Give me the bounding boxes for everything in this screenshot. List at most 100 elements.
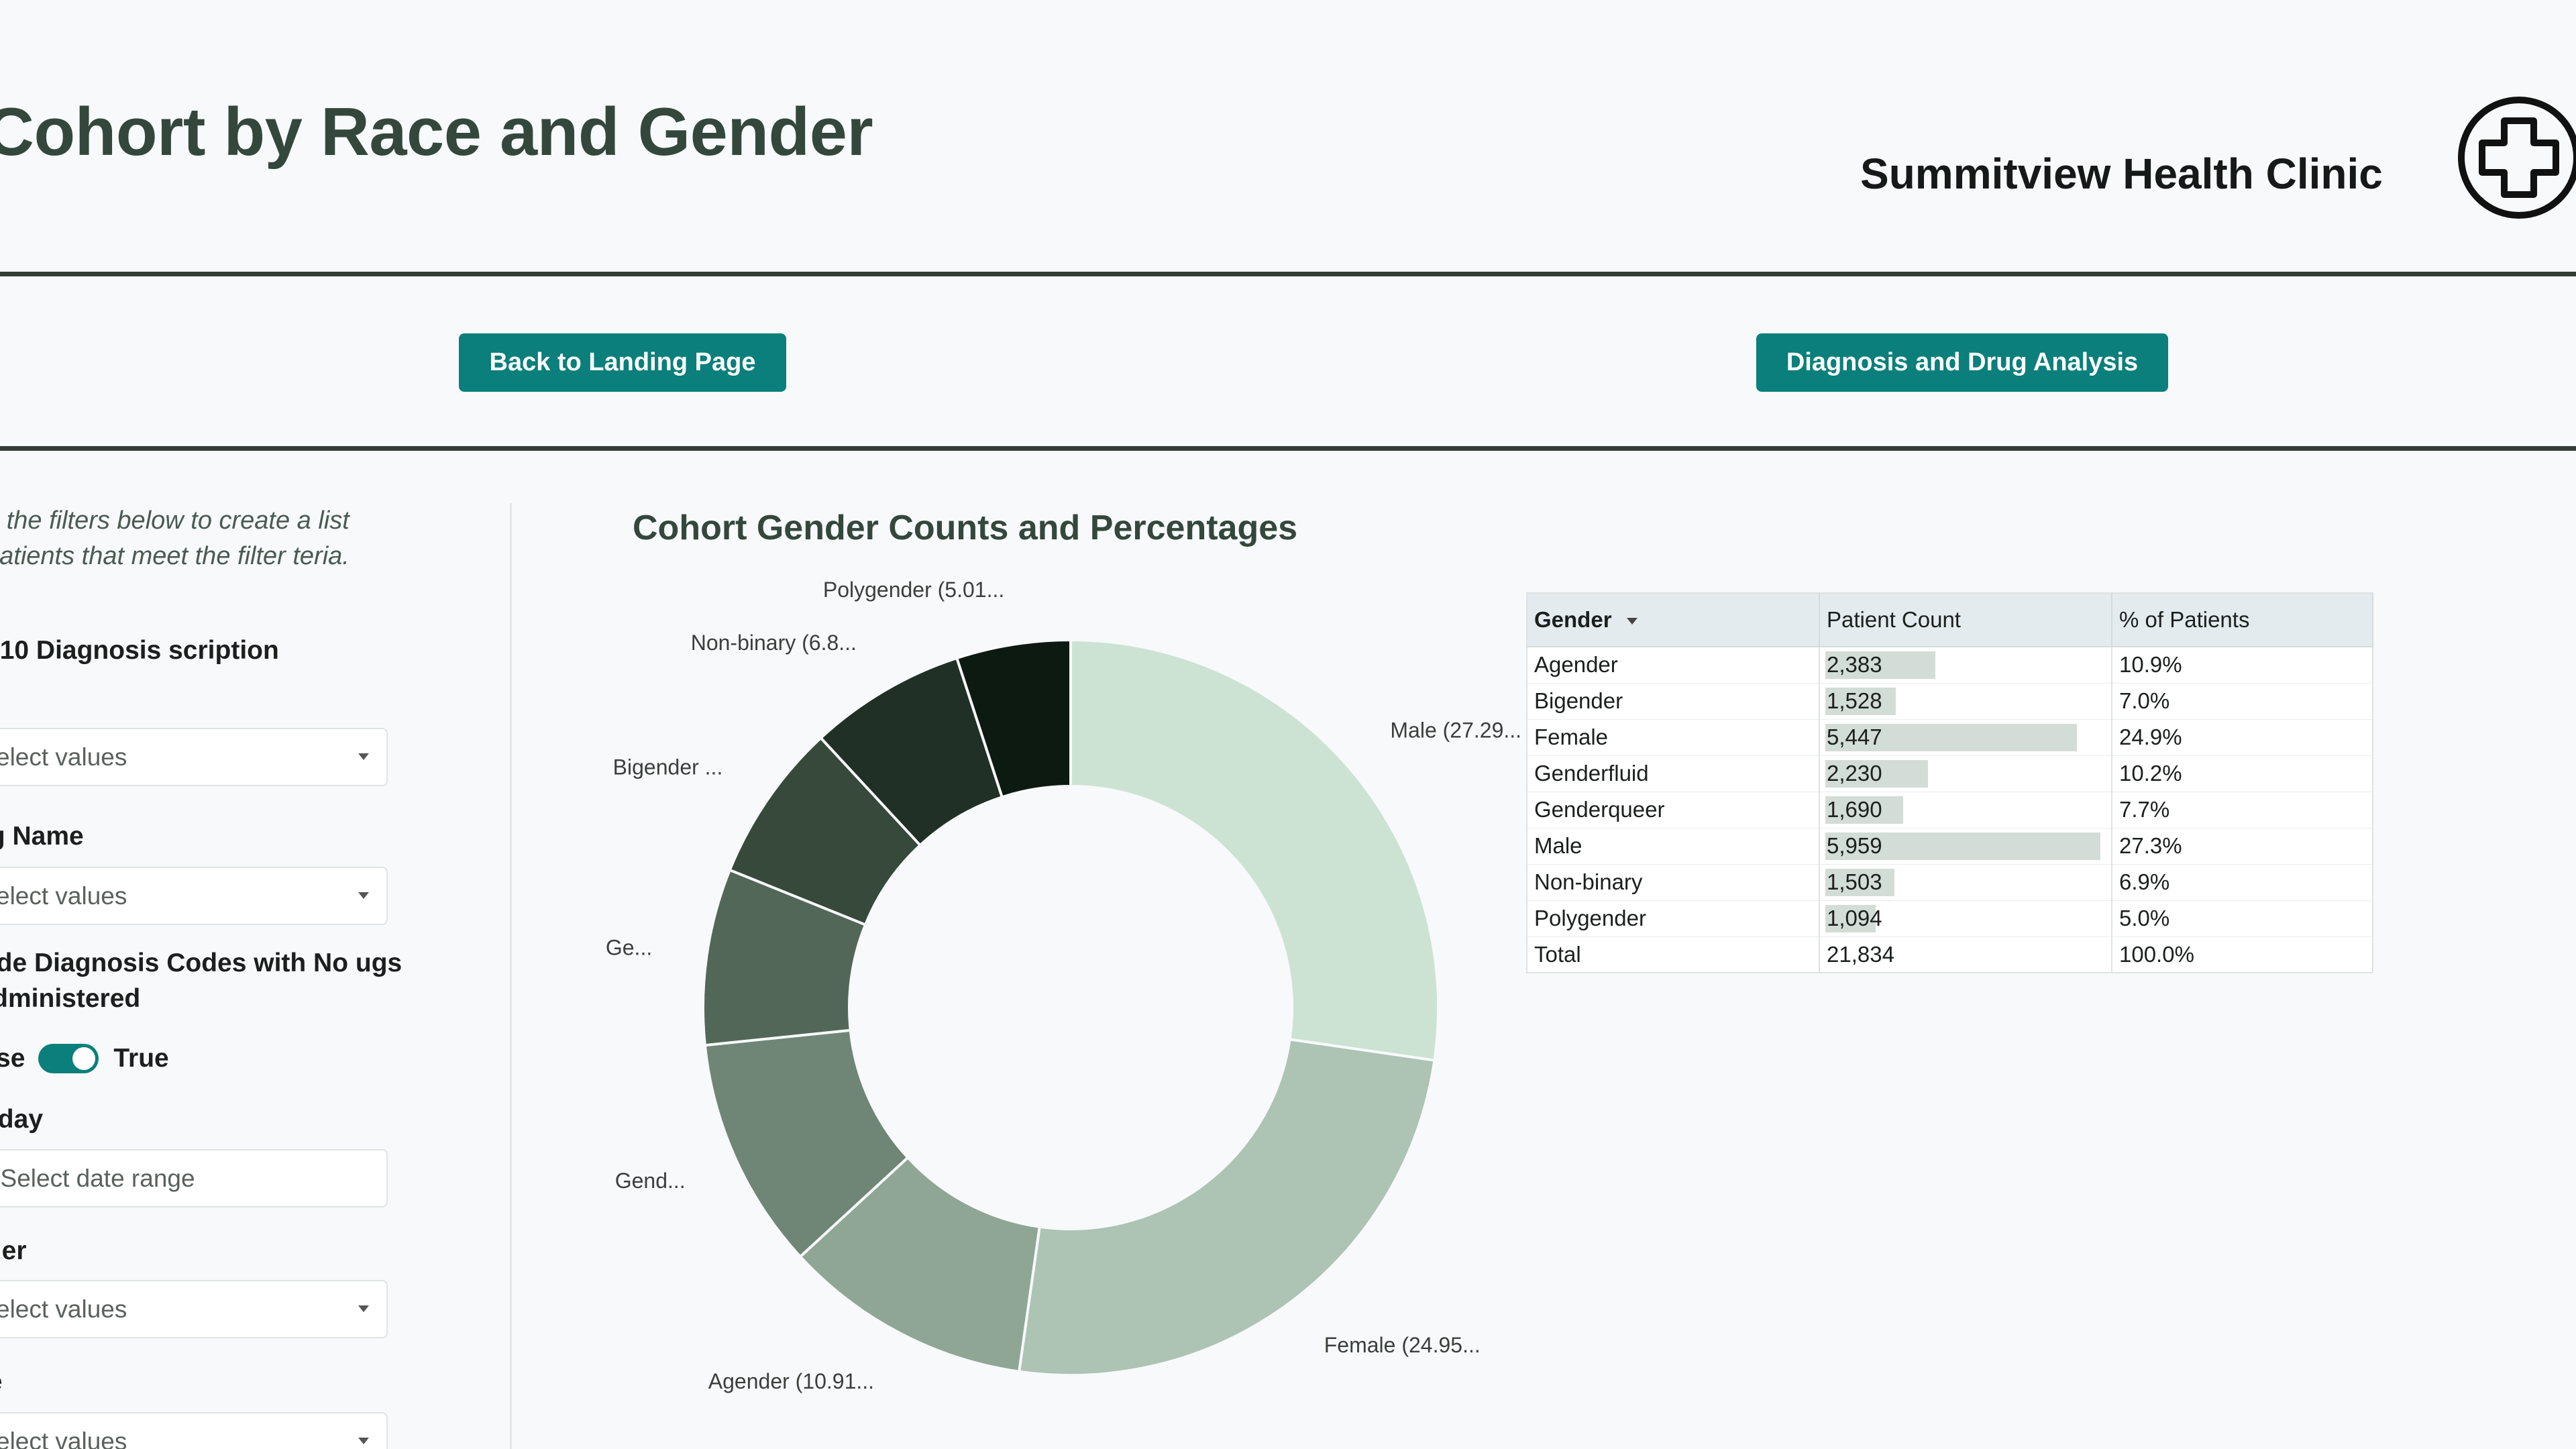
panel-divider xyxy=(510,503,512,1449)
patient-count-cell: 1,094 xyxy=(1819,900,2112,937)
icd-diagnosis-label: 010 Diagnosis scription xyxy=(0,636,279,665)
gender-cell: Agender xyxy=(1527,647,1820,684)
total-row: Total 21,834 100.0% xyxy=(1527,936,2373,973)
patient-count-cell: 1,690 xyxy=(1819,792,2112,828)
total-label-cell: Total xyxy=(1527,936,1820,973)
count-bar xyxy=(1825,651,1935,679)
count-value: 1,094 xyxy=(1827,906,1882,930)
nav-divider xyxy=(0,446,2576,451)
donut-slice[interactable] xyxy=(955,638,1072,799)
gender-cell: Polygender xyxy=(1527,900,1820,937)
back-to-landing-button[interactable]: Back to Landing Page xyxy=(459,333,786,392)
count-value: 2,230 xyxy=(1827,761,1882,786)
gender-cell: Female xyxy=(1527,719,1820,756)
clinic-name: Summitview Health Clinic xyxy=(1860,150,2383,198)
donut-slice[interactable] xyxy=(798,1155,1041,1373)
gender-cell: Non-binary xyxy=(1527,864,1820,901)
birthday-date-range-input[interactable]: ▯ Select date range xyxy=(0,1149,388,1208)
count-value: 2,383 xyxy=(1827,652,1882,678)
table-row: Genderqueer 1,690 7.7% xyxy=(1527,792,2373,828)
percent-cell: 5.0% xyxy=(2112,900,2373,937)
include-no-drugs-label: lude Diagnosis Codes with No ugs Adminis… xyxy=(0,949,402,1013)
chevron-down-icon xyxy=(358,1438,369,1444)
gender-placeholder: elect values xyxy=(0,1295,127,1323)
drug-name-label: ug Name xyxy=(0,822,84,851)
total-count-cell: 21,834 xyxy=(1819,936,2112,973)
count-value: 1,690 xyxy=(1827,797,1882,822)
include-no-drugs-toggle-row: se True xyxy=(0,1038,169,1079)
count-bar xyxy=(1825,759,1929,788)
gender-label: nder xyxy=(0,1236,27,1265)
total-percent-cell: 100.0% xyxy=(2112,936,2373,973)
race-label: ce xyxy=(0,1364,2,1399)
percent-cell: 6.9% xyxy=(2112,864,2373,901)
slice-label: Non-binary (6.8... xyxy=(691,631,857,655)
table-row: Male 5,959 27.3% xyxy=(1527,828,2373,865)
patient-count-cell: 2,383 xyxy=(1819,647,2112,684)
filter-instructions: e the filters below to create a list pat… xyxy=(0,506,350,570)
drug-name-select[interactable]: elect values xyxy=(0,867,388,925)
sort-down-icon[interactable] xyxy=(1626,618,1638,625)
patient-count-column-header[interactable]: Patient Count xyxy=(1819,593,2112,647)
table-row: Polygender 1,094 5.0% xyxy=(1527,900,2373,937)
percent-cell: 24.9% xyxy=(2112,719,2373,756)
chevron-down-icon xyxy=(358,1305,369,1312)
gender-cell: Genderqueer xyxy=(1527,792,1820,828)
count-bar xyxy=(1825,868,1895,896)
table-header-row: Gender Patient Count % of Patients xyxy=(1527,593,2373,647)
patient-count-cell: 1,503 xyxy=(1819,864,2112,901)
icd-diagnosis-select[interactable]: elect values xyxy=(0,728,388,786)
header-divider xyxy=(0,272,2576,276)
percent-cell: 10.9% xyxy=(2112,647,2373,684)
icd-diagnosis-placeholder: elect values xyxy=(0,743,127,771)
gender-cell: Male xyxy=(1527,828,1820,865)
count-value: 1,503 xyxy=(1827,869,1882,894)
patient-count-cell: 5,447 xyxy=(1819,719,2112,756)
birthday-label: thday xyxy=(0,1105,44,1134)
gender-donut-chart: Male (27.29... Female (24.95... Agender (1… xyxy=(606,578,1521,1393)
include-no-drugs-toggle[interactable] xyxy=(38,1044,99,1073)
slice-label: Male (27.29... xyxy=(1390,718,1521,743)
slice-label: Agender (10.91... xyxy=(708,1369,874,1393)
count-value: 5,447 xyxy=(1827,724,1882,749)
gender-column-header[interactable]: Gender xyxy=(1527,593,1820,647)
drug-name-placeholder: elect values xyxy=(0,881,127,910)
diagnosis-drug-analysis-button[interactable]: Diagnosis and Drug Analysis xyxy=(1756,333,2168,392)
chevron-down-icon xyxy=(358,892,369,899)
count-bar xyxy=(1825,796,1904,824)
gender-header-label: Gender xyxy=(1534,607,1612,632)
birthday-placeholder: Select date range xyxy=(0,1164,195,1192)
donut-slice[interactable] xyxy=(1069,638,1440,1062)
toggle-false-label: se xyxy=(0,1044,25,1073)
count-bar xyxy=(1825,687,1896,715)
chart-section-title: Cohort Gender Counts and Percentages xyxy=(633,508,1298,547)
patient-count-cell: 1,528 xyxy=(1819,683,2112,720)
patient-count-cell: 5,959 xyxy=(1819,828,2112,865)
percent-column-header[interactable]: % of Patients xyxy=(2112,593,2373,647)
toggle-true-label: True xyxy=(113,1044,169,1073)
chevron-down-icon xyxy=(358,753,369,760)
percent-cell: 7.7% xyxy=(2112,792,2373,828)
table-row: Female 5,447 24.9% xyxy=(1527,719,2373,756)
donut-slice[interactable] xyxy=(1017,1038,1436,1377)
page-title: Cohort by Race and Gender xyxy=(0,95,873,170)
slice-label: Gend... xyxy=(615,1169,686,1193)
toggle-knob xyxy=(72,1047,96,1070)
percent-cell: 27.3% xyxy=(2112,828,2373,865)
gender-select[interactable]: elect values xyxy=(0,1280,388,1338)
patient-count-cell: 2,230 xyxy=(1819,755,2112,792)
percent-cell: 7.0% xyxy=(2112,683,2373,720)
race-select[interactable]: elect values xyxy=(0,1412,388,1449)
table-row: Non-binary 1,503 6.9% xyxy=(1527,864,2373,901)
slice-label: Female (24.95... xyxy=(1324,1333,1481,1357)
table-row: Genderfluid 2,230 10.2% xyxy=(1527,755,2373,792)
donut-slice[interactable] xyxy=(703,1028,910,1259)
slice-label: Polygender (5.01... xyxy=(823,578,1004,602)
table-row: Agender 2,383 10.9% xyxy=(1527,647,2373,684)
gender-cell: Genderfluid xyxy=(1527,755,1820,792)
race-placeholder: elect values xyxy=(0,1427,127,1449)
count-bar xyxy=(1825,832,2100,860)
count-bar xyxy=(1825,904,1876,932)
gender-table: Gender Patient Count % of Patients Agend… xyxy=(1526,592,2373,973)
count-value: 5,959 xyxy=(1827,833,1882,858)
